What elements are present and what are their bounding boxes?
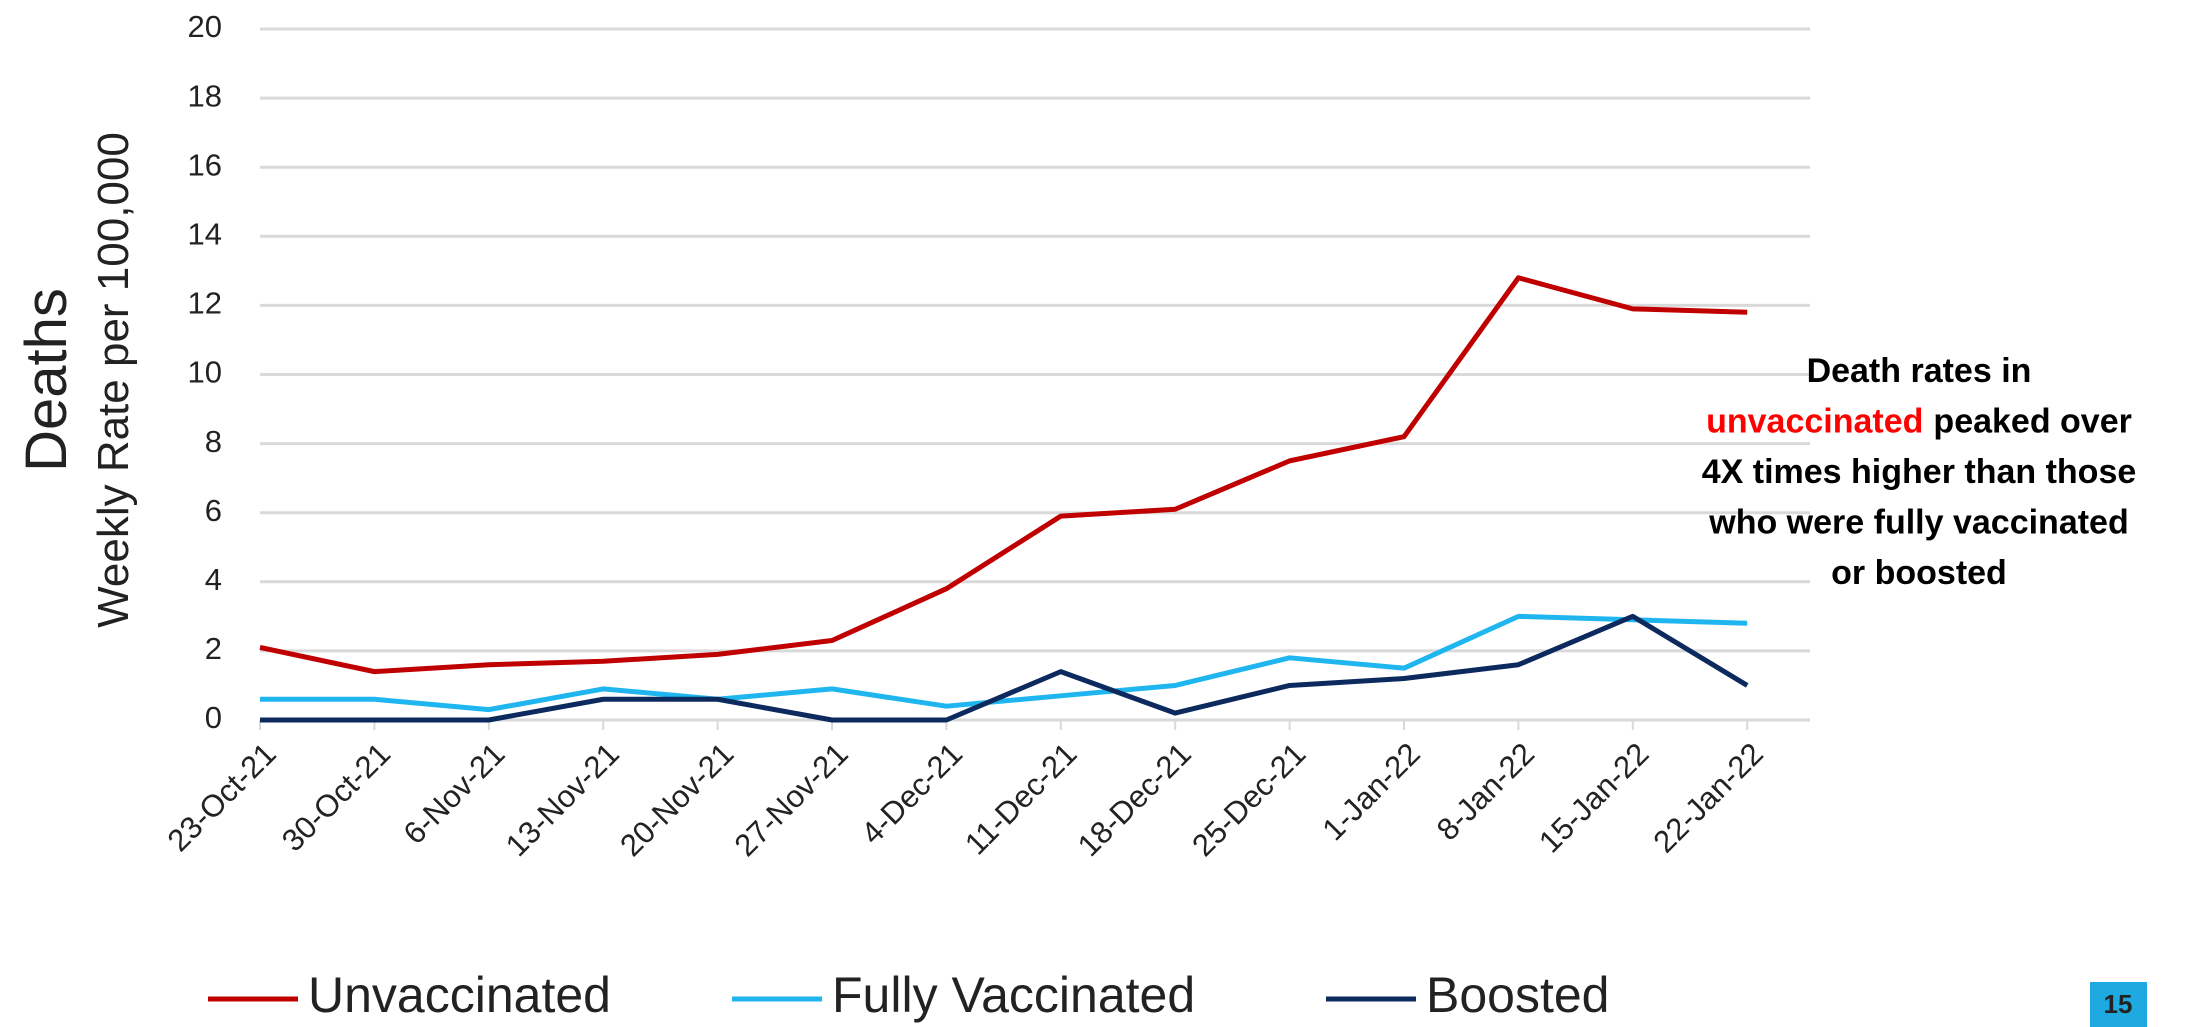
series-line [260,613,1749,723]
page-badge [2090,982,2147,1027]
annotation-line: unvaccinated peaked over [1706,403,2132,441]
annotation-highlight: unvaccinated [1706,403,1923,441]
x-tick-label: 22-Jan-22 [1646,736,1769,859]
y-tick-label: 16 [188,147,222,182]
x-tick-label: 25-Dec-21 [1185,736,1312,863]
series-line [259,275,1748,675]
y-tick-label: 6 [205,493,222,528]
x-tick-label: 4-Dec-21 [854,736,969,851]
y-tick-label: 8 [205,424,222,459]
legend-label: Unvaccinated [308,967,611,1023]
annotation-line: Death rates in [1807,352,2032,390]
x-tick-label: 13-Nov-21 [499,736,626,863]
y-tick-label: 10 [188,355,222,390]
y-label: Weekly Rate per 100,000 [89,132,138,628]
y-tick-label: 14 [188,216,222,251]
y-tick-label: 0 [205,700,222,735]
y-tick-label: 4 [205,562,222,597]
x-tick-label: 11-Dec-21 [958,736,1083,861]
x-tick-label: 1-Jan-22 [1315,736,1426,847]
x-tick-label: 27-Nov-21 [728,736,855,863]
x-tick-label: 18-Dec-21 [1071,736,1198,863]
x-tick-label: 6-Nov-21 [397,736,512,851]
y-tick-label: 20 [188,9,222,44]
annotation-text: peaked over [1933,403,2131,441]
annotation-line: 4X times higher than those [1702,453,2137,491]
x-tick-label: 23-Oct-21 [161,736,283,858]
y-tick-label: 18 [188,78,222,113]
y-tick-label: 12 [188,286,222,321]
y-title: Deaths [14,288,79,472]
y-tick-label: 2 [205,631,222,666]
legend-label: Fully Vaccinated [832,967,1195,1023]
x-tick-label: 20-Nov-21 [613,736,740,863]
annotation-line: who were fully vaccinated [1708,504,2128,542]
annotation-line: or boosted [1831,554,2007,592]
x-tick-label: 15-Jan-22 [1532,736,1655,859]
legend-label: Boosted [1426,967,1609,1023]
x-tick-label: 8-Jan-22 [1430,736,1541,847]
series-line [260,613,1748,713]
x-tick-label: 30-Oct-21 [275,736,397,858]
page-number: 15 [2104,989,2133,1019]
